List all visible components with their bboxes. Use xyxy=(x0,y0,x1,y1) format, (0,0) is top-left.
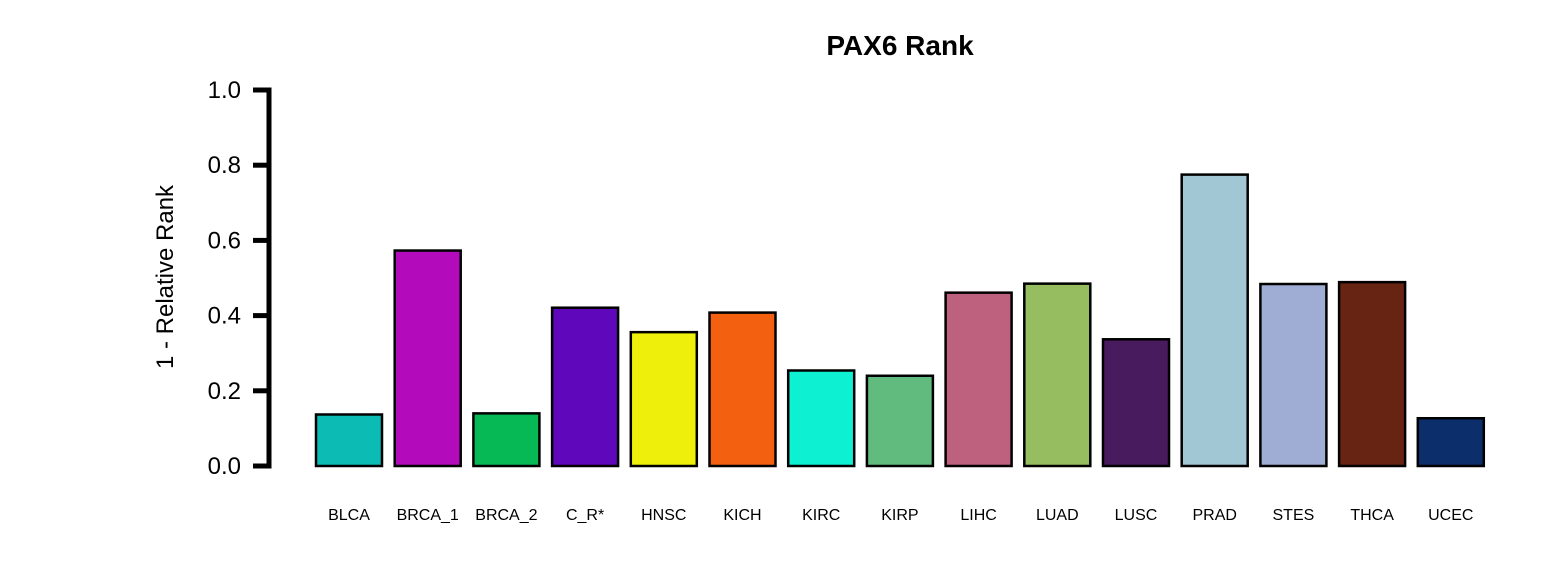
bar-lusc xyxy=(1101,338,1171,468)
bar-prad xyxy=(1180,173,1249,468)
bar-lihc xyxy=(944,291,1013,468)
bar-thca xyxy=(1337,280,1407,468)
x-tick-label: KICH xyxy=(723,507,761,524)
y-tick-label: 0.2 xyxy=(208,378,241,405)
bars xyxy=(314,173,1486,468)
bar-brca-1 xyxy=(393,249,462,468)
y-axis: 0.0 0.2 0.4 0.6 0.8 1.0 xyxy=(208,77,272,480)
bar-blca xyxy=(314,413,384,468)
y-tick-label: 0.4 xyxy=(208,303,241,330)
x-tick-label: LIHC xyxy=(960,507,996,524)
x-tick-label: STES xyxy=(1273,507,1315,524)
x-tick-label: BLCA xyxy=(328,507,370,524)
x-tick-label: KIRC xyxy=(802,507,840,524)
y-tick-label: 1.0 xyxy=(208,77,241,104)
x-tick-label: THCA xyxy=(1350,507,1394,524)
x-tick-label: PRAD xyxy=(1192,507,1236,524)
x-tick-label: LUSC xyxy=(1115,507,1158,524)
chart-title: PAX6 Rank xyxy=(826,30,974,61)
bar-brca-2 xyxy=(472,412,541,468)
x-tick-label: BRCA_1 xyxy=(397,507,459,524)
bar-hnsc xyxy=(629,330,699,468)
y-axis-label: 1 - Relative Rank xyxy=(152,184,179,369)
x-tick-label: UCEC xyxy=(1428,507,1473,524)
bar-c-r xyxy=(550,306,620,468)
bar-kirc xyxy=(786,369,856,468)
x-axis-tick-labels: BLCA BRCA_1 BRCA_2 C_R* HNSC KICH KIRC KIRP LIHC… xyxy=(328,507,1473,524)
bar-stes xyxy=(1259,282,1328,468)
bar-ucec xyxy=(1416,416,1486,468)
x-tick-label: KIRP xyxy=(881,507,918,524)
x-tick-label: C_R* xyxy=(566,507,604,524)
y-tick-label: 0.6 xyxy=(208,227,241,254)
y-tick-label: 0.8 xyxy=(208,152,241,179)
bar-kirp xyxy=(865,374,935,468)
x-tick-label: HNSC xyxy=(641,507,686,524)
y-tick-label: 0.0 xyxy=(208,453,241,480)
x-tick-label: BRCA_2 xyxy=(475,507,537,524)
bar-kich xyxy=(708,311,777,468)
bar-luad xyxy=(1023,282,1092,468)
x-tick-label: LUAD xyxy=(1036,507,1079,524)
